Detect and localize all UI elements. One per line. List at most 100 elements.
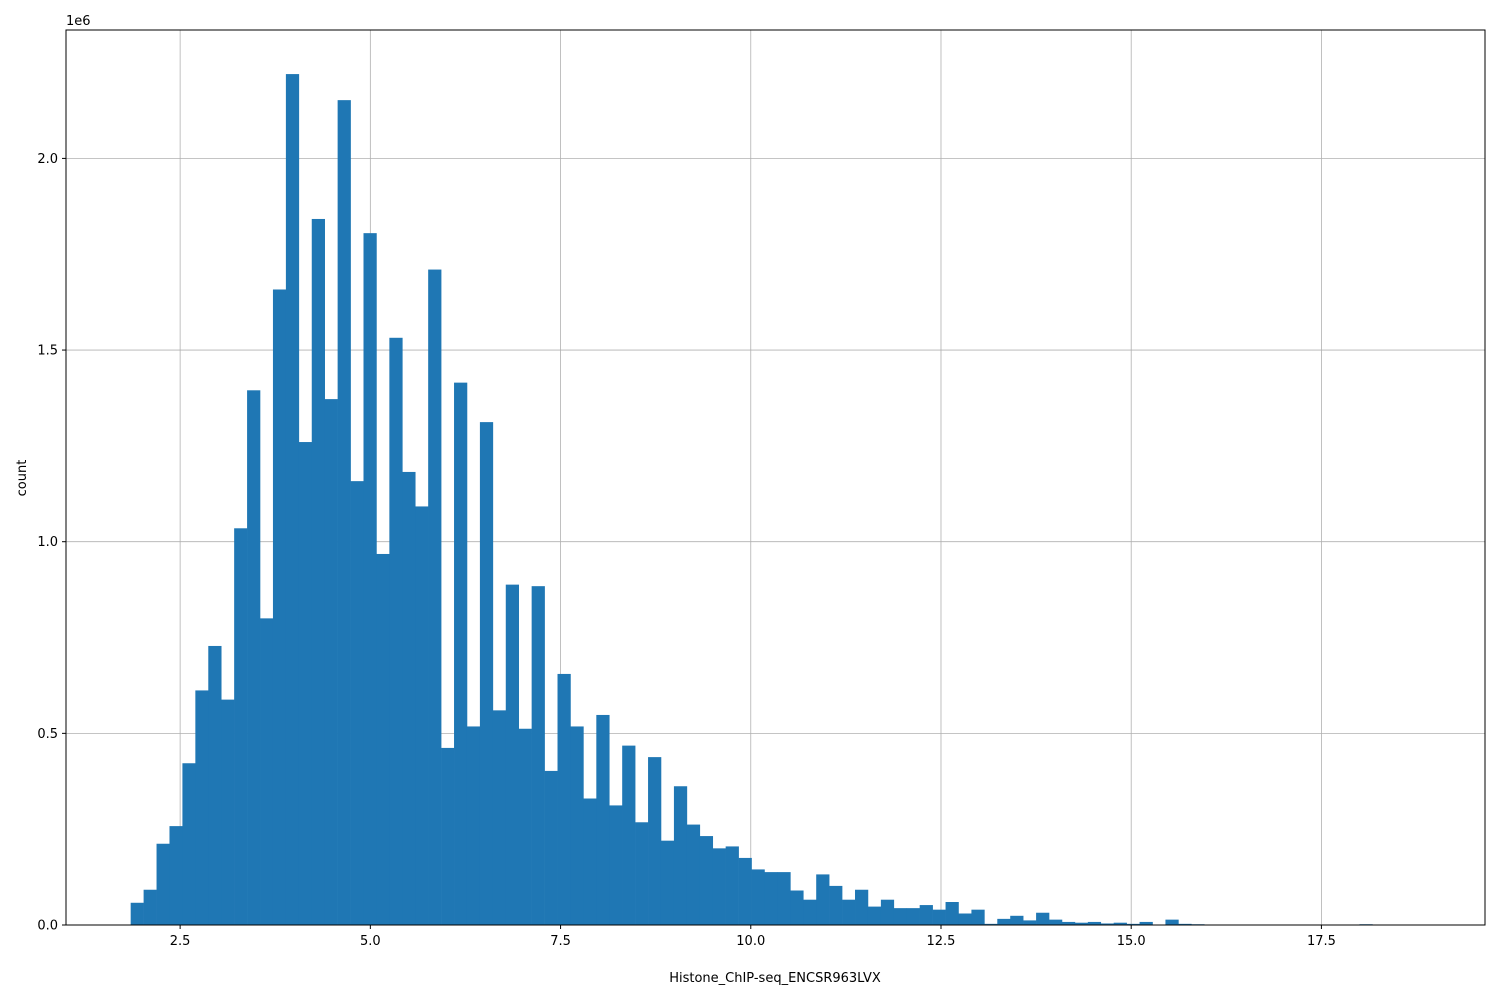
histogram-bar bbox=[298, 442, 313, 925]
histogram-bar bbox=[260, 618, 274, 925]
histogram-bar bbox=[1126, 923, 1140, 925]
histogram-bar bbox=[389, 337, 403, 926]
histogram-bar bbox=[880, 899, 895, 925]
x-axis-label: Histone_ChIP-seq_ENCSR963LVX bbox=[669, 971, 881, 986]
y-axis-ticks: 0.0 0.5 1.0 1.5 2.0 bbox=[37, 152, 66, 934]
histogram-bar bbox=[867, 906, 882, 925]
histogram-bar bbox=[932, 909, 946, 925]
histogram-bar bbox=[208, 645, 222, 925]
histogram-bar bbox=[1010, 915, 1024, 925]
histogram-bar bbox=[156, 843, 170, 925]
histogram-bar bbox=[337, 100, 351, 925]
histogram-bar bbox=[919, 905, 933, 925]
histogram-bar bbox=[247, 390, 261, 925]
histogram-bar bbox=[777, 872, 791, 925]
histogram-bar bbox=[648, 757, 662, 925]
histogram-bar bbox=[1165, 919, 1179, 925]
histogram-bar bbox=[945, 902, 959, 925]
histogram-bar bbox=[1113, 922, 1127, 925]
histogram-bar bbox=[272, 289, 287, 925]
histogram-bar bbox=[415, 506, 429, 925]
histogram-bar bbox=[803, 899, 817, 925]
histogram-bar bbox=[609, 805, 623, 925]
y-tick-label: 0.5 bbox=[37, 727, 58, 742]
y-tick-label: 1.5 bbox=[37, 344, 58, 359]
histogram-bar bbox=[712, 848, 726, 925]
histogram-bar bbox=[441, 747, 455, 925]
x-tick-label: 17.5 bbox=[1307, 934, 1336, 949]
x-tick-label: 2.5 bbox=[170, 934, 191, 949]
histogram-bar bbox=[1087, 921, 1102, 925]
histogram-bar bbox=[790, 890, 804, 925]
histogram-bar bbox=[234, 528, 248, 925]
histogram-bar bbox=[531, 586, 545, 925]
histogram-bar bbox=[402, 471, 416, 925]
histogram-bar bbox=[622, 745, 636, 925]
histogram-bar bbox=[169, 826, 183, 925]
histogram-bar bbox=[751, 869, 765, 925]
histogram-bar bbox=[221, 699, 235, 925]
y-tick-label: 1.0 bbox=[37, 535, 58, 550]
histogram-bar bbox=[583, 798, 597, 925]
histogram-bar bbox=[1023, 920, 1037, 925]
histogram-bar bbox=[686, 824, 701, 925]
histogram-bar bbox=[738, 857, 752, 925]
histogram-bar bbox=[906, 908, 920, 925]
y-tick-label: 2.0 bbox=[37, 152, 58, 167]
histogram-bar bbox=[855, 889, 869, 925]
histogram-bar bbox=[1049, 919, 1063, 925]
histogram-bar bbox=[893, 908, 908, 925]
x-axis-ticks: 2.5 5.0 7.5 10.0 12.5 15.0 17.5 bbox=[170, 925, 1336, 949]
histogram-bar bbox=[376, 553, 390, 925]
x-tick-label: 15.0 bbox=[1117, 934, 1146, 949]
histogram-bar bbox=[596, 714, 610, 925]
histogram-bar bbox=[130, 902, 144, 925]
x-tick-label: 7.5 bbox=[550, 934, 571, 949]
histogram-bar bbox=[673, 786, 688, 925]
histogram-bar bbox=[350, 481, 364, 925]
histogram-bar bbox=[182, 763, 196, 925]
histogram-bar bbox=[725, 846, 739, 925]
histogram-bar bbox=[570, 726, 584, 925]
y-axis-multiplier: 1e6 bbox=[66, 14, 91, 29]
histogram-bar bbox=[143, 889, 157, 925]
histogram-bar bbox=[1036, 912, 1050, 925]
histogram-bar bbox=[324, 399, 338, 926]
histogram-bar bbox=[466, 726, 481, 925]
histogram-bar bbox=[764, 872, 778, 925]
histogram-bar bbox=[518, 728, 532, 925]
histogram-bar bbox=[816, 874, 830, 925]
histogram-bar bbox=[1178, 923, 1192, 925]
histogram-bar bbox=[660, 840, 675, 925]
x-tick-label: 12.5 bbox=[927, 934, 956, 949]
histogram-bar bbox=[195, 690, 209, 925]
histogram-bar bbox=[311, 218, 325, 925]
histogram-bar bbox=[1139, 921, 1153, 925]
histogram-bar bbox=[479, 422, 494, 925]
histogram-bar bbox=[1100, 923, 1115, 925]
histogram-bar bbox=[842, 899, 856, 925]
histogram-bar bbox=[984, 923, 998, 925]
histogram-bar bbox=[997, 918, 1011, 925]
histogram-bar bbox=[428, 269, 442, 925]
histogram-bar bbox=[1061, 921, 1076, 925]
histogram-bar bbox=[544, 770, 558, 925]
histogram-bar bbox=[454, 382, 468, 926]
histogram-bar bbox=[363, 233, 377, 925]
histogram-bar bbox=[635, 822, 649, 925]
x-tick-label: 10.0 bbox=[736, 934, 765, 949]
histogram-bar bbox=[492, 710, 507, 925]
histogram-bar bbox=[971, 909, 985, 925]
histogram-bar bbox=[557, 673, 571, 925]
histogram-bar bbox=[505, 584, 520, 925]
histogram-bar bbox=[699, 836, 714, 925]
plot-frame bbox=[65, 29, 1486, 926]
y-tick-label: 0.0 bbox=[37, 919, 58, 934]
y-axis-label: count bbox=[15, 460, 30, 497]
histogram-bar bbox=[829, 885, 843, 925]
histogram-bar bbox=[285, 74, 300, 926]
histogram-bar bbox=[1074, 922, 1089, 925]
x-tick-label: 5.0 bbox=[360, 934, 381, 949]
histogram-bar bbox=[958, 913, 972, 925]
